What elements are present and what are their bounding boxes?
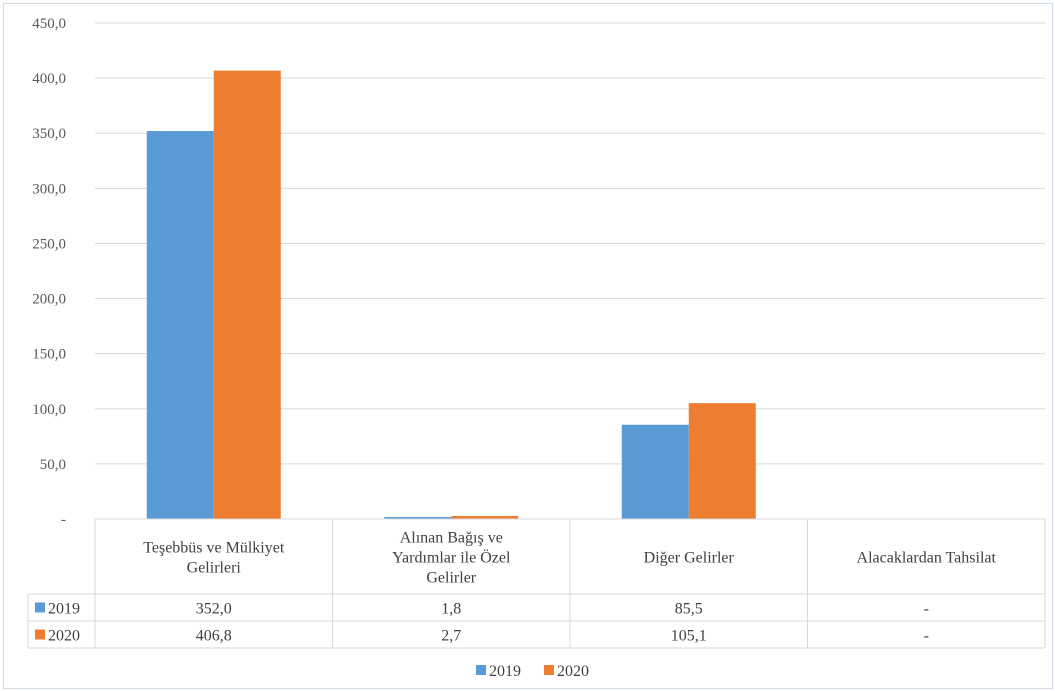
data-cell: 352,0 [196,601,232,618]
bar-2019 [146,131,214,520]
category-label: Alınan Bağış ve [400,530,503,547]
y-tick-label: 250,0 [32,236,66,252]
y-tick-label: - [61,512,66,528]
bar-2020 [213,70,281,519]
y-tick-label: 400,0 [32,71,66,87]
legend-label: 2019 [489,663,521,680]
category-label: Diğer Gelirler [644,550,735,567]
y-tick-label: 50,0 [40,457,66,473]
data-cell: - [924,601,929,618]
bar-2019 [621,424,689,519]
series-key-2020 [35,629,45,640]
legend-swatch-2020 [544,665,554,675]
legend-swatch-2019 [476,665,486,675]
data-cell: 406,8 [196,628,232,645]
series-key-2019 [35,602,45,613]
category-label: Alacaklardan Tahsilat [857,550,997,567]
data-cell: - [924,628,929,645]
data-cell: 1,8 [441,601,461,618]
category-label: Teşebbüs ve Mülkiyet [143,540,285,557]
chart-frame [3,3,1053,689]
series-row-label: 2020 [48,628,80,645]
category-label: Gelirler [426,570,476,587]
data-cell: 85,5 [675,601,703,618]
data-cell: 105,1 [671,628,707,645]
y-tick-label: 300,0 [32,181,66,197]
y-tick-label: 100,0 [32,402,66,418]
y-tick-label: 200,0 [32,292,66,308]
category-label: Gelirleri [187,560,242,577]
bar-2020 [451,516,519,519]
series-row-label: 2019 [48,601,80,618]
bar-2020 [688,403,756,519]
bar-2019 [384,517,452,519]
y-tick-label: 350,0 [32,126,66,142]
legend-label: 2020 [557,663,589,680]
category-label: Yardımlar ile Özel [392,549,511,567]
y-tick-label: 150,0 [32,347,66,363]
data-cell: 2,7 [441,628,461,645]
y-tick-label: 450,0 [32,16,66,32]
